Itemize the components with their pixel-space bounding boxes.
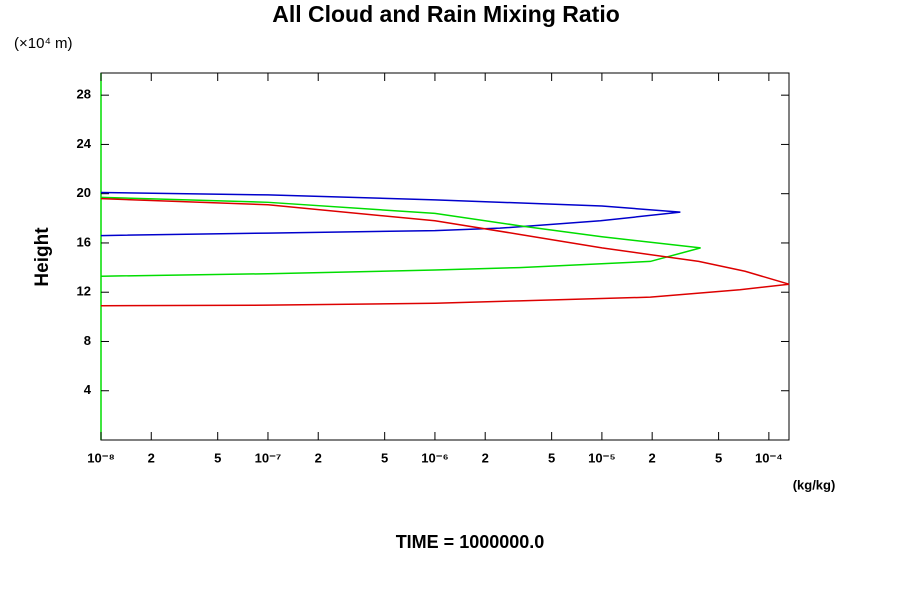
plot-frame bbox=[100, 72, 790, 441]
x-tick-label: 5 bbox=[381, 450, 388, 465]
x-unit: (kg/kg) bbox=[793, 477, 836, 492]
x-tick-label: 10⁻⁷ bbox=[255, 450, 282, 465]
y-tick-label: 20 bbox=[77, 185, 91, 200]
x-tick-label: 10⁻⁵ bbox=[588, 450, 615, 465]
y-tick-label: 4 bbox=[84, 382, 92, 397]
x-tick-label: 2 bbox=[649, 450, 656, 465]
chart-title: All Cloud and Rain Mixing Ratio bbox=[272, 1, 620, 27]
y-unit: (×10⁴ m) bbox=[14, 35, 73, 52]
profile-line bbox=[100, 191, 681, 237]
x-tick-label: 5 bbox=[548, 450, 555, 465]
x-tick-label: 2 bbox=[148, 450, 155, 465]
x-tick-label: 2 bbox=[482, 450, 489, 465]
profile-line bbox=[100, 197, 790, 307]
profile-line bbox=[100, 196, 701, 277]
x-tick-label: 10⁻⁸ bbox=[87, 450, 114, 465]
y-tick-label: 12 bbox=[77, 284, 91, 299]
y-tick-label: 16 bbox=[77, 234, 91, 249]
y-tick-label: 28 bbox=[77, 87, 91, 102]
y-tick-label: 8 bbox=[84, 333, 91, 348]
y-tick-label: 24 bbox=[77, 136, 92, 151]
x-tick-label: 2 bbox=[315, 450, 322, 465]
x-tick-label: 10⁻⁶ bbox=[421, 450, 448, 465]
y-axis-label: Height bbox=[32, 227, 53, 287]
x-tick-label: 5 bbox=[214, 450, 221, 465]
footer: TIME = 1000000.0 bbox=[396, 532, 545, 552]
x-tick-label: 5 bbox=[715, 450, 722, 465]
x-tick-label: 10⁻⁴ bbox=[755, 450, 783, 465]
